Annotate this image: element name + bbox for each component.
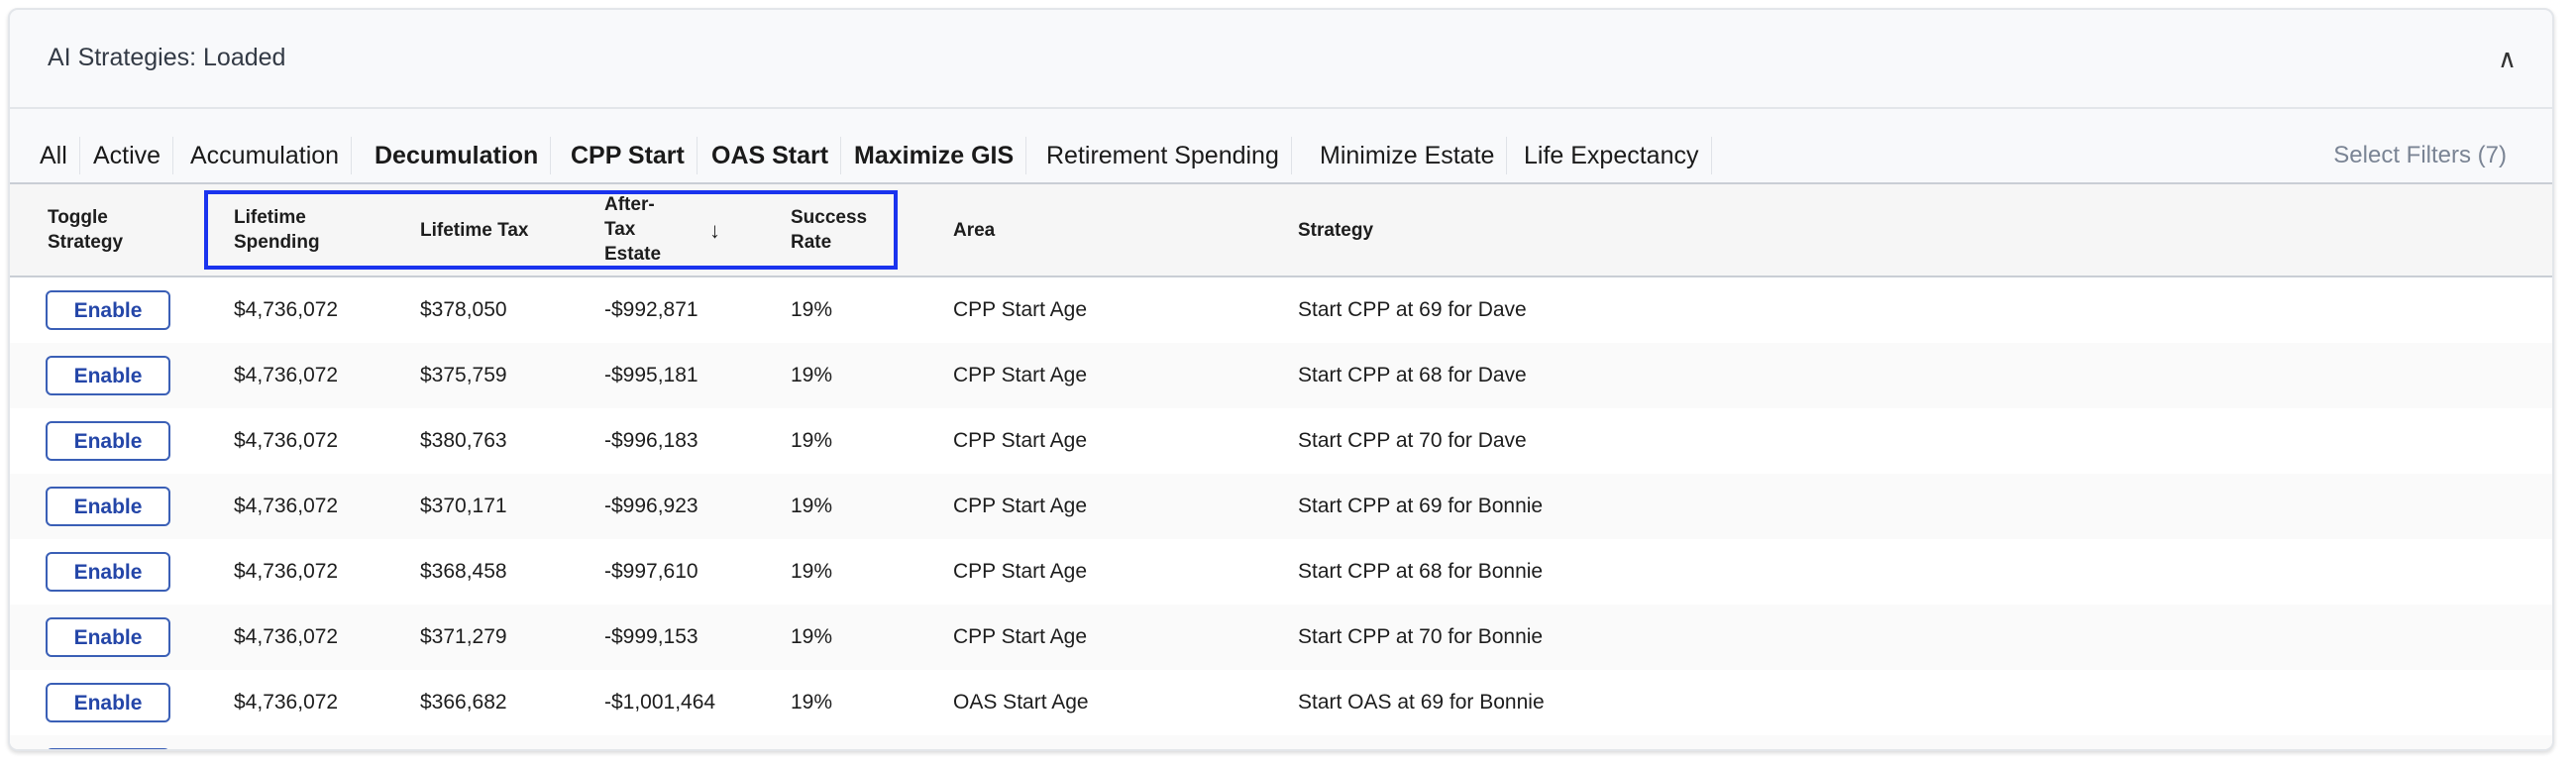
cell-success-rate: 19% (791, 560, 833, 583)
cell-success-rate: 19% (791, 364, 833, 386)
cell-lifetime-spending: $4,736,072 (234, 429, 339, 452)
cell-lifetime-spending: $4,736,072 (234, 298, 339, 321)
cell-lifetime-spending: $4,736,072 (234, 691, 339, 714)
filter-tab-active[interactable]: Active (81, 137, 174, 174)
cell-after-tax-estate: -$996,183 (604, 429, 698, 452)
cell-lifetime-tax: $366,682 (420, 691, 507, 714)
cell-success-rate: 19% (791, 625, 833, 648)
enable-button[interactable]: Enable (46, 290, 170, 330)
cell-success-rate: 19% (791, 495, 833, 517)
panel-title: AI Strategies: Loaded (48, 44, 286, 71)
enable-button[interactable]: Enable (46, 683, 170, 722)
cell-lifetime-tax: $378,050 (420, 298, 507, 321)
cell-strategy: Start CPP at 68 for Bonnie (1298, 560, 1544, 583)
cell-success-rate: 19% (791, 691, 833, 714)
filter-tab-maximize-gis[interactable]: Maximize GIS (842, 137, 1027, 174)
cell-area: CPP Start Age (953, 298, 1088, 321)
header-lifetime-tax[interactable]: Lifetime Tax (420, 220, 529, 241)
cell-after-tax-estate: -$996,923 (604, 495, 698, 517)
cell-lifetime-spending: $4,736,072 (234, 560, 339, 583)
header-strategy[interactable]: Strategy (1298, 220, 1374, 241)
table-header: Toggle Strategy Lifetime Spending Lifeti… (10, 184, 2552, 277)
cell-area: CPP Start Age (953, 495, 1088, 517)
header-lifetime-spending[interactable]: Lifetime Spending (234, 207, 320, 253)
header-area[interactable]: Area (953, 220, 996, 241)
highlight-box (204, 190, 898, 270)
filter-tab-all[interactable]: All (28, 137, 80, 174)
cell-after-tax-estate: -$1,001,464 (604, 691, 716, 714)
enable-button[interactable]: Enable (46, 617, 170, 657)
filter-tab-oas-start[interactable]: OAS Start (699, 137, 842, 174)
enable-button[interactable]: Enable (46, 356, 170, 395)
filter-tab-life-expectancy[interactable]: Life Expectancy (1512, 137, 1712, 174)
filter-tab-retirement-spending[interactable]: Retirement Spending (1034, 137, 1292, 174)
cell-lifetime-tax: $375,759 (420, 364, 507, 386)
cell-lifetime-spending: $4,736,072 (234, 364, 339, 386)
cell-area: CPP Start Age (953, 364, 1088, 386)
header-toggle-strategy: Toggle Strategy (48, 207, 124, 253)
header-after-tax-estate[interactable]: After-Tax Estate (604, 194, 662, 265)
table-row: Enable $4,736,072 $380,763 -$996,183 19% CPP … (10, 408, 2552, 476)
table-row: Enable $4,736,072 $375,759 -$995,181 19% CPP … (10, 343, 2552, 410)
filter-bar: Select Filters (7) All Active Accumulation… (10, 109, 2552, 184)
cell-strategy: Start CPP at 69 for Bonnie (1298, 495, 1544, 517)
cell-strategy: Start CPP at 70 for Bonnie (1298, 625, 1544, 648)
filter-tab-accumulation[interactable]: Accumulation (178, 137, 353, 174)
cell-lifetime-tax: $380,763 (420, 429, 507, 452)
select-filters-button[interactable]: Select Filters (7) (2333, 142, 2507, 168)
header-success-rate[interactable]: Success Rate (791, 207, 868, 253)
ai-strategies-panel: AI Strategies: Loaded ∧ Select Filters (… (8, 8, 2554, 751)
cell-lifetime-tax: $368,458 (420, 560, 507, 583)
table-row: Enable $4,736,072 $366,682 -$1,001,464 19% OA… (10, 670, 2552, 737)
cell-strategy: Start CPP at 70 for Dave (1298, 429, 1527, 452)
cell-lifetime-spending: $4,736,072 (234, 625, 339, 648)
cell-lifetime-tax: $371,279 (420, 625, 507, 648)
sort-descending-icon[interactable]: ↓ (709, 218, 720, 243)
table-row: Enable $4,736,072 $368,458 -$997,610 19% CPP … (10, 539, 2552, 606)
cell-lifetime-tax: $370,171 (420, 495, 507, 517)
cell-after-tax-estate: -$995,181 (604, 364, 698, 386)
table-row: Enable $4,736,072 $371,279 -$999,153 19% CPP … (10, 605, 2552, 672)
cell-area: CPP Start Age (953, 429, 1088, 452)
enable-button[interactable]: Enable (46, 552, 170, 592)
cell-after-tax-estate: -$999,153 (604, 625, 698, 648)
cell-area: CPP Start Age (953, 560, 1088, 583)
cell-success-rate: 19% (791, 298, 833, 321)
enable-button[interactable] (46, 748, 170, 749)
cell-strategy: Start OAS at 69 for Bonnie (1298, 691, 1545, 714)
cell-lifetime-spending: $4,736,072 (234, 495, 339, 517)
filter-tab-minimize-estate[interactable]: Minimize Estate (1308, 137, 1508, 174)
table-row: Enable $4,736,072 $378,050 -$992,871 19% CPP … (10, 277, 2552, 345)
cell-after-tax-estate: -$997,610 (604, 560, 698, 583)
filter-tab-cpp-start[interactable]: CPP Start (559, 137, 698, 174)
table-row (10, 735, 2552, 749)
cell-area: CPP Start Age (953, 625, 1088, 648)
enable-button[interactable]: Enable (46, 421, 170, 461)
table-row: Enable $4,736,072 $370,171 -$996,923 19% CPP … (10, 474, 2552, 541)
enable-button[interactable]: Enable (46, 487, 170, 526)
cell-after-tax-estate: -$992,871 (604, 298, 698, 321)
chevron-up-icon[interactable]: ∧ (2497, 44, 2517, 73)
cell-area: OAS Start Age (953, 691, 1089, 714)
cell-strategy: Start CPP at 69 for Dave (1298, 298, 1527, 321)
panel-header[interactable]: AI Strategies: Loaded ∧ (10, 10, 2552, 109)
cell-success-rate: 19% (791, 429, 833, 452)
filter-tab-decumulation[interactable]: Decumulation (363, 137, 552, 174)
cell-strategy: Start CPP at 68 for Dave (1298, 364, 1527, 386)
